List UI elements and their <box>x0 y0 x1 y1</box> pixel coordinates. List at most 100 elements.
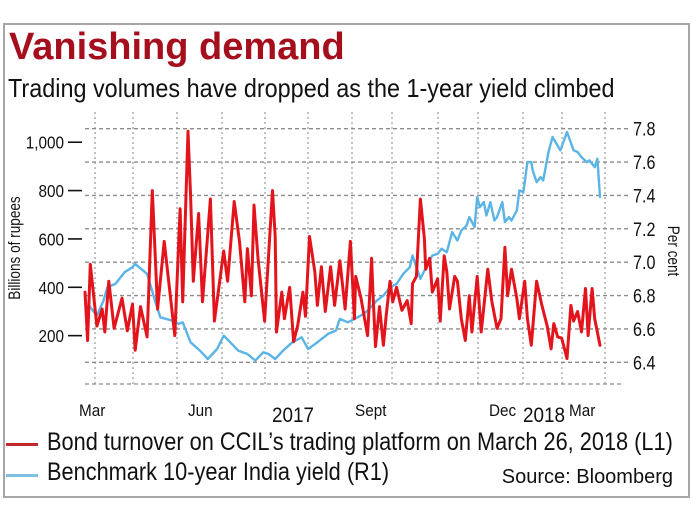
bond-turnover-point <box>156 308 159 311</box>
bond-turnover-point <box>490 299 493 302</box>
bond-turnover-point <box>518 317 521 320</box>
india-10y-yield-point <box>440 247 443 250</box>
india-10y-yield-series <box>87 130 602 362</box>
india-10y-yield-point <box>473 226 476 229</box>
india-10y-yield-point <box>395 282 398 285</box>
bond-turnover-point <box>460 317 463 320</box>
india-10y-yield-point <box>501 201 504 204</box>
bond-turnover-point <box>370 257 373 260</box>
bond-turnover-point <box>324 310 327 313</box>
bond-turnover-point <box>320 265 323 268</box>
chart-title: Vanishing demand <box>9 26 345 68</box>
bond-turnover-point <box>308 235 311 238</box>
bond-turnover-point <box>181 300 184 303</box>
india-10y-yield-point <box>566 131 569 134</box>
india-10y-yield-point <box>468 216 471 219</box>
india-10y-yield-point <box>547 151 550 154</box>
india-10y-yield-point <box>402 272 405 275</box>
bond-turnover-point <box>89 263 92 266</box>
bond-turnover-point <box>275 331 278 334</box>
india-10y-yield-point <box>596 157 599 160</box>
india-10y-yield-point <box>307 348 310 351</box>
india-10y-yield-point <box>451 231 454 234</box>
india-10y-yield-point <box>436 252 439 255</box>
india-10y-yield-point <box>530 161 533 164</box>
bond-turnover-point <box>192 280 195 283</box>
india-10y-yield-point <box>262 351 265 354</box>
india-10y-yield-point <box>408 266 411 269</box>
bond-turnover-point <box>566 357 569 360</box>
bond-turnover-point <box>515 297 518 300</box>
bond-turnover-point <box>378 305 381 308</box>
bond-turnover-point <box>338 259 341 262</box>
bond-turnover-point <box>576 310 579 313</box>
india-10y-yield-point <box>114 282 117 285</box>
india-10y-yield-point <box>478 206 481 209</box>
bond-turnover-point <box>288 286 291 289</box>
bond-turnover-point <box>274 235 277 238</box>
right-tick-label: 6.6 <box>633 319 656 341</box>
bond-turnover-point <box>280 291 283 294</box>
bond-turnover-point <box>84 291 87 294</box>
chart-frame <box>3 23 690 498</box>
india-10y-yield-point <box>198 349 201 352</box>
x-tick-label: Dec <box>489 401 516 420</box>
india-10y-yield-point <box>510 219 513 222</box>
bond-turnover-point <box>431 291 434 294</box>
left-tick-label: 800 <box>38 181 64 201</box>
india-10y-yield-point <box>507 216 510 219</box>
bond-turnover-point <box>535 280 538 283</box>
india-10y-yield-point <box>445 251 448 254</box>
india-10y-yield-point <box>237 349 240 352</box>
bond-turnover-point <box>173 334 176 337</box>
bond-turnover-point <box>436 277 439 280</box>
india-10y-yield-point <box>282 349 285 352</box>
right-tick-label: 7.6 <box>633 152 656 174</box>
bond-turnover-point <box>599 344 602 347</box>
india-10y-yield-point <box>572 149 575 152</box>
bond-turnover-point <box>126 329 129 332</box>
india-10y-yield-point <box>300 336 303 339</box>
bond-turnover-point <box>428 257 431 260</box>
bond-turnover-point <box>201 300 204 303</box>
india-10y-yield-point <box>131 266 134 269</box>
india-10y-yield-point <box>526 161 529 164</box>
x-tick-label: Jun <box>188 401 213 420</box>
india-10y-yield-point <box>267 353 270 356</box>
india-10y-yield-point <box>375 299 378 302</box>
bond-turnover-point <box>591 287 594 290</box>
india-10y-yield-point <box>229 341 232 344</box>
bond-turnover-line <box>83 129 602 361</box>
bond-turnover-point <box>587 334 590 337</box>
india-10y-yield-point <box>102 299 105 302</box>
bond-turnover-point <box>187 130 190 133</box>
bond-turnover-point <box>550 347 553 350</box>
india-10y-yield-point <box>551 136 554 139</box>
bond-turnover-point <box>304 315 307 318</box>
india-10y-yield-point <box>588 159 591 162</box>
bond-turnover-point <box>411 282 414 285</box>
india-10y-yield-point <box>274 358 277 361</box>
bond-turnover-point <box>448 308 451 311</box>
bond-turnover-point <box>374 345 377 348</box>
right-tick-label: 7.4 <box>633 185 656 207</box>
bond-turnover-point <box>496 327 499 330</box>
bond-turnover-point <box>121 297 124 300</box>
left-tick: 200 <box>38 326 82 346</box>
bond-turnover-point <box>453 275 456 278</box>
india-10y-yield-point <box>216 348 219 351</box>
india-10y-yield-point <box>539 176 542 179</box>
left-tick: 1,000 <box>26 133 82 153</box>
bond-turnover-point <box>222 250 225 253</box>
bond-turnover-point <box>333 304 336 307</box>
india-10y-yield-line <box>87 130 602 362</box>
legend-label-bond-turnover: Bond turnover on CCIL’s trading platform… <box>47 428 673 456</box>
india-10y-yield-point <box>576 151 579 154</box>
bond-turnover-point <box>445 270 448 273</box>
india-10y-yield-point <box>177 322 180 325</box>
bond-turnover-point <box>371 291 374 294</box>
bond-turnover-point <box>146 335 149 338</box>
india-10y-yield-point <box>522 191 525 194</box>
india-10y-yield-point <box>489 201 492 204</box>
bond-turnover-point <box>510 268 513 271</box>
